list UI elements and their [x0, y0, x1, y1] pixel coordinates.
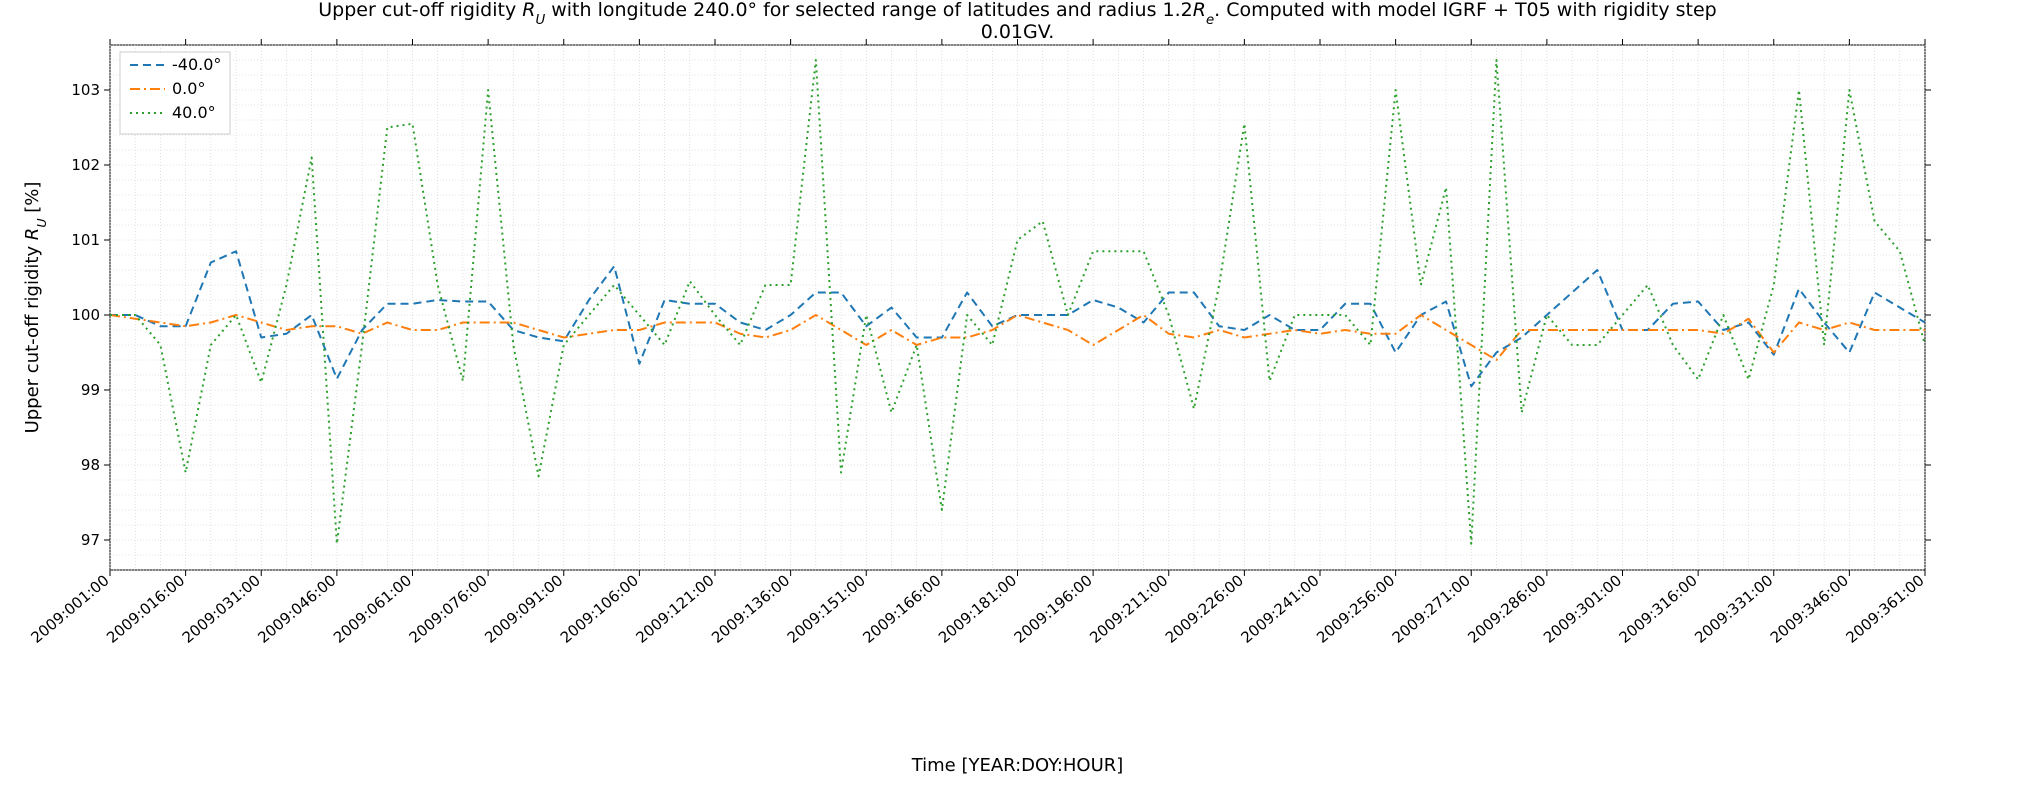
y-tick-label: 102 — [71, 156, 100, 174]
x-tick-label: 2009:196:00 — [1011, 571, 1096, 646]
legend-label: -40.0° — [172, 55, 221, 74]
x-tick-label: 2009:031:00 — [179, 571, 264, 646]
x-tick-label: 2009:076:00 — [406, 571, 491, 646]
x-tick-label: 2009:106:00 — [557, 571, 642, 646]
x-tick-label: 2009:091:00 — [481, 571, 566, 646]
x-axis-label: Time [YEAR:DOY:HOUR] — [911, 755, 1124, 776]
chart-container: Upper cut-off rigidity RU with longitude… — [0, 0, 2035, 785]
y-tick-label: 99 — [81, 381, 100, 399]
x-tick-label: 2009:046:00 — [254, 571, 339, 646]
x-tick-label: 2009:211:00 — [1086, 571, 1171, 646]
x-tick-label: 2009:256:00 — [1313, 571, 1398, 646]
x-tick-label: 2009:061:00 — [330, 571, 415, 646]
x-tick-label: 2009:121:00 — [632, 571, 717, 646]
x-tick-label: 2009:181:00 — [935, 571, 1020, 646]
y-tick-label: 101 — [71, 231, 100, 249]
x-tick-label: 2009:001:00 — [27, 571, 112, 646]
y-tick-label: 100 — [71, 306, 100, 324]
x-tick-label: 2009:301:00 — [1540, 571, 1625, 646]
y-tick-label: 98 — [81, 456, 100, 474]
x-tick-label: 2009:316:00 — [1616, 571, 1701, 646]
x-tick-label: 2009:271:00 — [1389, 571, 1474, 646]
x-tick-label: 2009:136:00 — [708, 571, 793, 646]
x-tick-label: 2009:151:00 — [784, 571, 869, 646]
legend: -40.0° 0.0° 40.0° — [120, 52, 230, 134]
x-tick-label: 2009:331:00 — [1691, 571, 1776, 646]
x-tick-label: 2009:346:00 — [1767, 571, 1852, 646]
y-tick-label: 97 — [81, 531, 100, 549]
legend-label: 40.0° — [172, 103, 216, 122]
legend-label: 0.0° — [172, 79, 205, 98]
x-tick-label: 2009:286:00 — [1464, 571, 1549, 646]
y-tick-label: 103 — [71, 81, 100, 99]
x-tick-label: 2009:226:00 — [1162, 571, 1247, 646]
y-axis-label: Upper cut-off rigidity RU [%] — [22, 182, 49, 434]
x-tick-label: 2009:166:00 — [859, 571, 944, 646]
x-tick-label: 2009:361:00 — [1842, 571, 1927, 646]
x-tick-label: 2009:016:00 — [103, 571, 188, 646]
chart-title: Upper cut-off rigidity RU with longitude… — [318, 0, 1716, 43]
x-tick-label: 2009:241:00 — [1237, 571, 1322, 646]
